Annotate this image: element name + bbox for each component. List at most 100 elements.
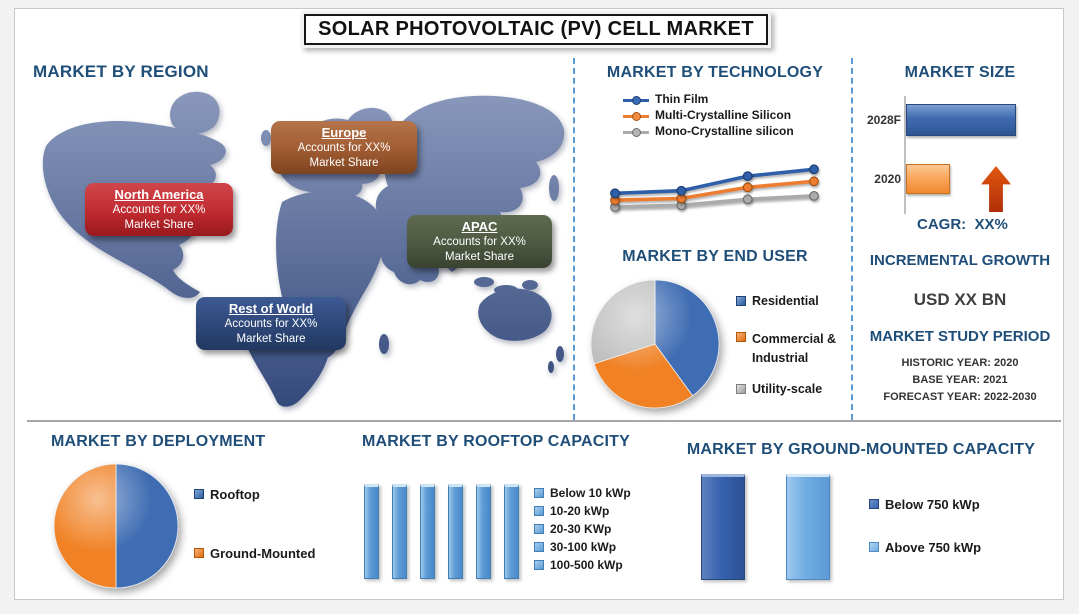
market-size-heading: MARKET SIZE bbox=[904, 64, 1016, 81]
title-box: SOLAR PHOTOVOLTAIC (PV) CELL MARKET bbox=[301, 11, 771, 48]
callout-title: North America bbox=[114, 187, 204, 202]
callout-rest-of-world: Rest of World Accounts for XX% Market Sh… bbox=[196, 297, 346, 350]
bar-2020 bbox=[906, 164, 950, 194]
page-title: SOLAR PHOTOVOLTAIC (PV) CELL MARKET bbox=[304, 14, 768, 45]
callout-europe: Europe Accounts for XX% Market Share bbox=[271, 121, 417, 174]
legend-item-thin-film: Thin Film bbox=[623, 92, 794, 106]
legend-label: Commercial & Industrial bbox=[752, 332, 837, 365]
incremental-growth-heading: INCREMENTAL GROWTH bbox=[869, 252, 1051, 269]
bar-2028f bbox=[906, 104, 1016, 136]
legend-label: 20-30 KWp bbox=[550, 522, 612, 536]
light-blue-square-icon bbox=[534, 542, 544, 552]
map-new-zealand-2 bbox=[548, 361, 554, 373]
dark-blue-square-icon bbox=[869, 499, 879, 509]
callout-north-america: North America Accounts for XX% Market Sh… bbox=[85, 183, 233, 236]
end-user-heading: MARKET BY END USER bbox=[622, 248, 808, 265]
orange-square-icon bbox=[194, 548, 204, 558]
panel-market-by-region: MARKET BY REGION bbox=[27, 56, 577, 420]
map-australia bbox=[478, 288, 552, 341]
legend-label: 100-500 kWp bbox=[550, 558, 623, 572]
legend-label: Multi-Crystalline Silicon bbox=[655, 108, 792, 122]
callout-line1: Accounts for XX% bbox=[112, 204, 206, 217]
bar-label: 2028F bbox=[866, 113, 901, 127]
deployment-heading: MARKET BY DEPLOYMENT bbox=[51, 433, 266, 450]
cagr-label: CAGR: XX% bbox=[917, 216, 1008, 233]
callout-line2: Market Share bbox=[309, 156, 379, 169]
technology-legend: Thin Film Multi-Crystalline Silicon Mono… bbox=[623, 92, 794, 138]
legend-label: Mono-Crystalline silicon bbox=[655, 124, 794, 138]
legend-label: Ground-Mounted bbox=[210, 546, 316, 561]
rooftop-capacity-bar bbox=[420, 484, 435, 579]
line-marker-icon bbox=[623, 94, 649, 106]
deployment-pie-chart bbox=[53, 463, 179, 589]
bar-label: 2020 bbox=[874, 172, 901, 186]
panel-market-by-rooftop-capacity: MARKET BY ROOFTOP CAPACITY Below 10 kWp … bbox=[331, 425, 661, 597]
map-new-zealand-1 bbox=[556, 346, 564, 362]
legend-label: Below 750 kWp bbox=[885, 497, 980, 512]
legend-item-rooftop: Rooftop bbox=[194, 487, 315, 502]
legend-item-utility-scale: Utility-scale bbox=[736, 382, 846, 396]
market-size-axis bbox=[904, 96, 906, 214]
light-blue-square-icon bbox=[534, 488, 544, 498]
map-island-3 bbox=[522, 280, 538, 290]
rooftop-legend: Below 10 kWp 10-20 kWp 20-30 KWp 30-100 … bbox=[534, 486, 631, 572]
callout-line1: Accounts for XX% bbox=[297, 142, 391, 155]
panel-market-by-deployment: MARKET BY DEPLOYMENT Rooftop Ground-Moun… bbox=[27, 425, 329, 597]
callout-title: Europe bbox=[321, 125, 367, 140]
rooftop-bar-chart bbox=[364, 484, 519, 579]
legend-label: Thin Film bbox=[655, 92, 709, 106]
legend-item-30-100kwp: 30-100 kWp bbox=[534, 540, 631, 554]
rooftop-capacity-bar bbox=[392, 484, 407, 579]
bar-row-2020: 2020 bbox=[861, 164, 950, 194]
end-user-pie-chart bbox=[590, 279, 720, 409]
legend-item-commercial-industrial: Commercial & Industrial bbox=[736, 330, 846, 368]
technology-line-chart bbox=[610, 164, 819, 212]
line-marker-icon bbox=[623, 126, 649, 138]
divider-vertical-1 bbox=[573, 58, 575, 420]
historic-year: HISTORIC YEAR: 2020 bbox=[901, 357, 1019, 369]
legend-label: Below 10 kWp bbox=[550, 486, 631, 500]
ground-bar-below-750 bbox=[701, 474, 745, 580]
legend-label: Above 750 kWp bbox=[885, 540, 982, 555]
legend-label: 10-20 kWp bbox=[550, 504, 610, 518]
panel-market-size: MARKET SIZE 2028F 2020 CAGR: XX% INCREME… bbox=[859, 56, 1061, 420]
legend-item-multi-crystalline: Multi-Crystalline Silicon bbox=[623, 108, 794, 122]
rooftop-capacity-bar bbox=[476, 484, 491, 579]
end-user-legend: Residential Commercial & Industrial Util… bbox=[736, 294, 846, 396]
panel-market-by-technology: MARKET BY TECHNOLOGY Thin Film Multi-Cry… bbox=[581, 56, 849, 236]
region-heading: MARKET BY REGION bbox=[33, 62, 209, 81]
light-blue-square-icon bbox=[534, 506, 544, 516]
line-marker-icon bbox=[623, 110, 649, 122]
rooftop-capacity-bar bbox=[364, 484, 379, 579]
callout-line2: Market Share bbox=[444, 250, 515, 263]
blue-square-icon bbox=[736, 296, 746, 306]
callout-apac: APAC Accounts for XX% Market Share bbox=[407, 215, 552, 268]
orange-square-icon bbox=[736, 332, 746, 342]
rooftop-heading: MARKET BY ROOFTOP CAPACITY bbox=[361, 433, 631, 450]
callout-line1: Accounts for XX% bbox=[433, 236, 526, 249]
ground-heading: MARKET BY GROUND-MOUNTED CAPACITY bbox=[686, 441, 1036, 458]
blue-square-icon bbox=[194, 489, 204, 499]
legend-item-below-750kwp: Below 750 kWp bbox=[869, 497, 981, 512]
legend-item-above-750kwp: Above 750 kWp bbox=[869, 540, 981, 555]
callout-line2: Market Share bbox=[124, 218, 194, 231]
ground-bar-above-750 bbox=[786, 474, 830, 580]
panel-market-by-end-user: MARKET BY END USER Residential Commercia… bbox=[581, 236, 849, 420]
deployment-legend: Rooftop Ground-Mounted bbox=[194, 487, 315, 561]
light-blue-square-icon bbox=[534, 524, 544, 534]
callout-title: Rest of World bbox=[228, 301, 314, 316]
callout-title: APAC bbox=[461, 219, 498, 234]
base-year: BASE YEAR: 2021 bbox=[912, 374, 1008, 386]
legend-item-ground-mounted: Ground-Mounted bbox=[194, 546, 315, 561]
callout-line2: Market Share bbox=[236, 332, 306, 345]
content-frame: SOLAR PHOTOVOLTAIC (PV) CELL MARKET MARK… bbox=[14, 8, 1064, 600]
sky-blue-square-icon bbox=[869, 542, 879, 552]
legend-item-below-10kwp: Below 10 kWp bbox=[534, 486, 631, 500]
legend-label: Rooftop bbox=[210, 487, 260, 502]
legend-item-10-20kwp: 10-20 kWp bbox=[534, 504, 631, 518]
ground-bar-chart bbox=[701, 474, 830, 580]
legend-label: Residential bbox=[752, 294, 819, 308]
study-period-heading: MARKET STUDY PERIOD bbox=[869, 328, 1051, 345]
legend-item-100-500kwp: 100-500 kWp bbox=[534, 558, 631, 572]
